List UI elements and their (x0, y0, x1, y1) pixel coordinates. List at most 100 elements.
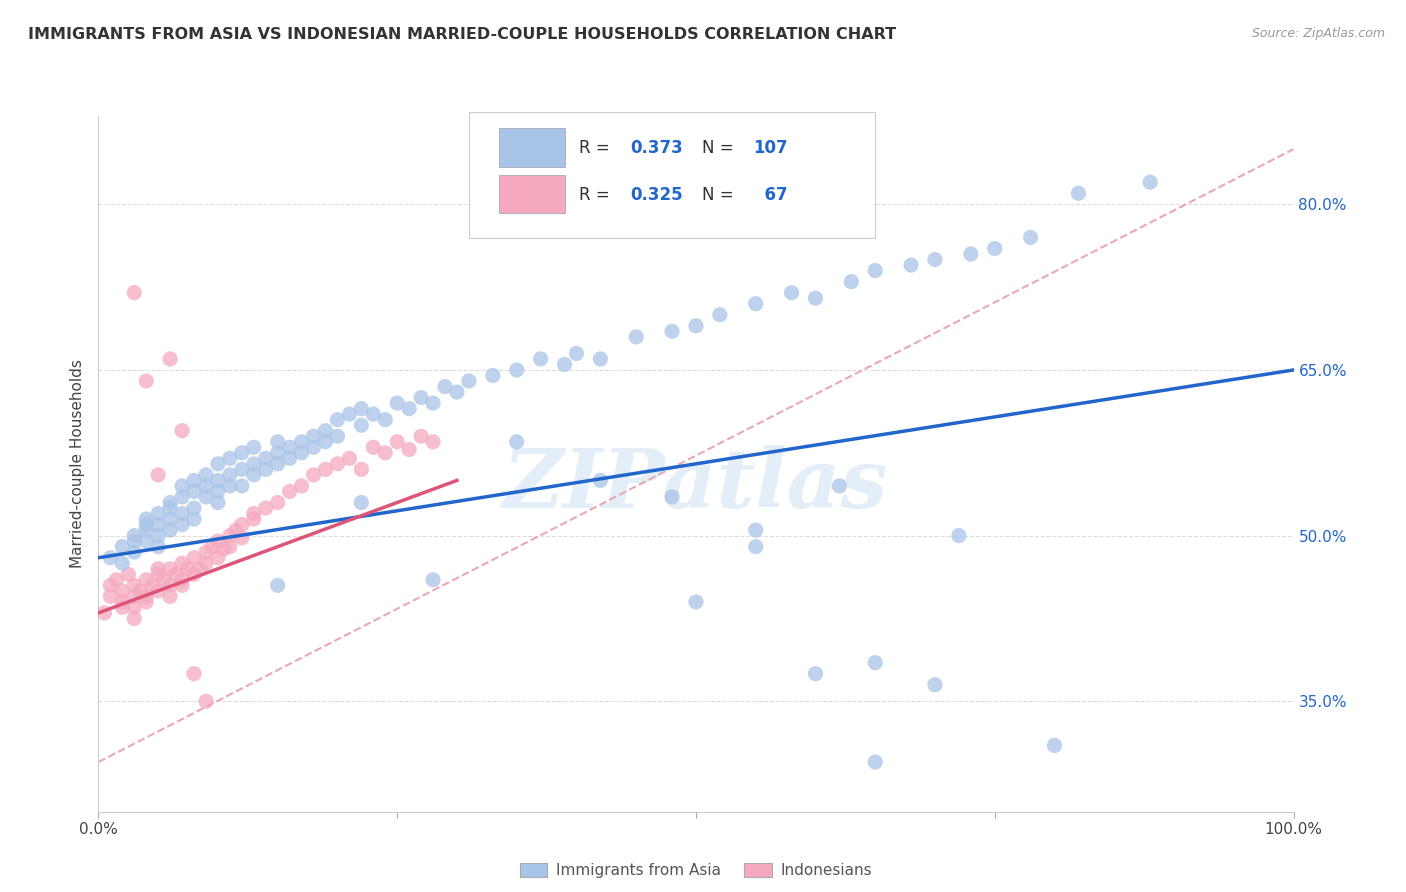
Point (267, 434, 290, 449)
Point (983, 242, 1005, 256)
Point (374, 446, 396, 460)
Point (93, 606, 115, 620)
Bar (499, 128, 565, 167)
Point (225, 523, 247, 537)
Point (159, 578, 181, 592)
Point (565, 346, 588, 360)
Point (219, 467, 242, 482)
Point (337, 451, 360, 466)
Point (1043, 739, 1066, 753)
Point (124, 578, 146, 592)
Point (105, 573, 128, 587)
Point (207, 495, 229, 509)
Point (231, 531, 253, 545)
Text: R =: R = (579, 186, 614, 203)
Point (839, 275, 862, 289)
Point (709, 308, 731, 322)
Point (1139, 175, 1161, 189)
Point (219, 451, 242, 466)
Point (863, 656, 886, 670)
Text: N =: N = (702, 139, 738, 157)
Point (172, 490, 194, 504)
Point (863, 755, 886, 769)
Point (948, 528, 970, 542)
Text: 107: 107 (754, 139, 787, 157)
Point (481, 368, 505, 383)
Point (231, 462, 253, 476)
Text: 0.325: 0.325 (630, 186, 683, 203)
FancyBboxPatch shape (470, 112, 875, 238)
Point (278, 440, 301, 454)
Y-axis label: Married-couple Households: Married-couple Households (69, 359, 84, 568)
Point (159, 512, 181, 526)
Point (363, 407, 385, 421)
Point (111, 595, 134, 609)
Point (111, 600, 134, 615)
Point (1067, 186, 1090, 201)
Point (135, 512, 157, 526)
Point (780, 285, 803, 300)
Point (159, 495, 181, 509)
Point (363, 440, 385, 454)
Point (148, 507, 170, 521)
Point (98, 590, 122, 604)
Point (1019, 230, 1042, 244)
Text: 0.373: 0.373 (630, 139, 683, 157)
Point (326, 429, 349, 443)
Point (111, 583, 134, 598)
Point (661, 490, 683, 504)
Legend: Immigrants from Asia, Indonesians: Immigrants from Asia, Indonesians (513, 857, 879, 884)
Point (422, 434, 444, 449)
Point (422, 573, 444, 587)
Point (267, 495, 290, 509)
Point (863, 263, 886, 277)
Point (302, 440, 325, 454)
Point (117, 567, 139, 582)
Point (135, 523, 157, 537)
Point (589, 351, 612, 366)
Point (924, 678, 946, 692)
Point (302, 429, 325, 443)
Point (219, 540, 242, 554)
Point (231, 446, 253, 460)
Text: ZIPatlas: ZIPatlas (503, 445, 889, 524)
Point (624, 330, 647, 344)
Point (172, 507, 194, 521)
Point (129, 583, 152, 598)
Point (315, 424, 337, 438)
Point (201, 540, 224, 554)
Point (194, 490, 217, 504)
Point (207, 457, 229, 471)
Point (254, 462, 277, 476)
Text: N =: N = (702, 186, 738, 203)
Point (398, 442, 420, 457)
Point (183, 474, 205, 488)
Point (506, 363, 529, 377)
Point (212, 541, 235, 556)
Point (411, 429, 433, 443)
Point (267, 446, 290, 460)
Point (124, 600, 146, 615)
Point (207, 474, 229, 488)
Point (172, 479, 194, 493)
Point (804, 666, 827, 681)
Point (124, 545, 146, 559)
Point (745, 296, 768, 310)
Point (124, 611, 146, 625)
Point (243, 440, 266, 454)
Point (98, 578, 122, 592)
Point (219, 528, 242, 542)
Point (745, 523, 768, 537)
Point (98, 550, 122, 565)
Point (135, 534, 157, 549)
Point (148, 517, 170, 532)
Point (685, 595, 707, 609)
Point (194, 479, 217, 493)
Text: Source: ZipAtlas.com: Source: ZipAtlas.com (1251, 27, 1385, 40)
Point (188, 562, 211, 576)
Point (135, 573, 157, 587)
Point (194, 545, 217, 559)
Point (243, 457, 266, 471)
Point (315, 462, 337, 476)
Point (183, 567, 205, 582)
